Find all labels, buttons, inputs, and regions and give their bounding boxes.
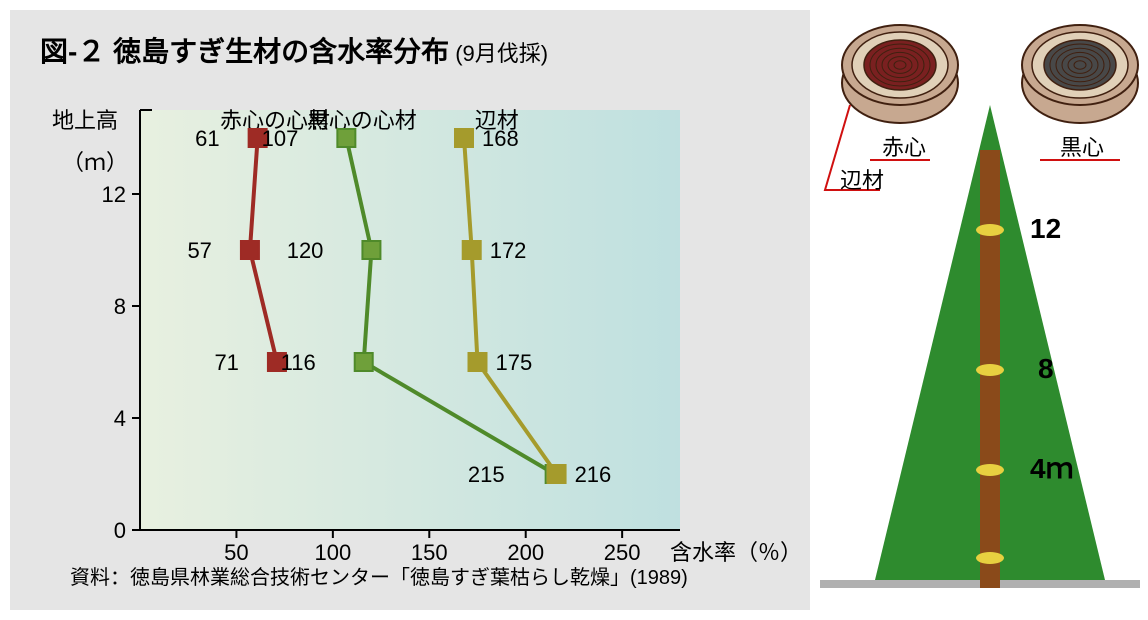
svg-text:175: 175 bbox=[496, 350, 533, 375]
tree-svg: 赤心 黒心辺材 12 8 4ｍ bbox=[820, 10, 1140, 610]
tree-panel: 赤心 黒心辺材 12 8 4ｍ bbox=[820, 10, 1140, 610]
svg-text:12: 12 bbox=[102, 182, 126, 207]
svg-text:8: 8 bbox=[114, 294, 126, 319]
svg-text:辺材: 辺材 bbox=[840, 168, 884, 193]
svg-text:61: 61 bbox=[195, 126, 219, 151]
svg-text:0: 0 bbox=[114, 518, 126, 543]
svg-text:黒心: 黒心 bbox=[1060, 135, 1104, 160]
svg-text:黒心の心材: 黒心の心材 bbox=[307, 108, 417, 133]
svg-text:12: 12 bbox=[1030, 213, 1061, 244]
svg-text:地上高: 地上高 bbox=[52, 108, 118, 133]
svg-text:4: 4 bbox=[114, 406, 126, 431]
source-text: 資料：徳島県林業総合技術センター「徳島すぎ葉枯らし乾燥」(1989) bbox=[70, 561, 688, 590]
svg-text:71: 71 bbox=[214, 350, 238, 375]
svg-text:8: 8 bbox=[1038, 353, 1054, 384]
svg-text:（ｍ）: （ｍ） bbox=[62, 150, 128, 175]
svg-text:116: 116 bbox=[281, 350, 316, 375]
svg-text:57: 57 bbox=[187, 238, 211, 263]
svg-text:107: 107 bbox=[262, 126, 299, 151]
svg-text:172: 172 bbox=[490, 238, 527, 263]
svg-text:含水率（％）: 含水率（％） bbox=[670, 540, 802, 565]
chart-svg: 0481250100150200250地上高（ｍ）含水率（％）赤心の心材7157… bbox=[10, 10, 810, 610]
svg-text:216: 216 bbox=[575, 462, 612, 487]
svg-text:120: 120 bbox=[287, 238, 324, 263]
chart-panel: 図-２ 徳島すぎ生材の含水率分布 (9月伐採) 0481250100150200… bbox=[10, 10, 810, 610]
svg-text:215: 215 bbox=[468, 462, 505, 487]
svg-text:4ｍ: 4ｍ bbox=[1030, 453, 1074, 484]
svg-text:赤心: 赤心 bbox=[882, 135, 926, 160]
svg-text:168: 168 bbox=[482, 126, 519, 151]
